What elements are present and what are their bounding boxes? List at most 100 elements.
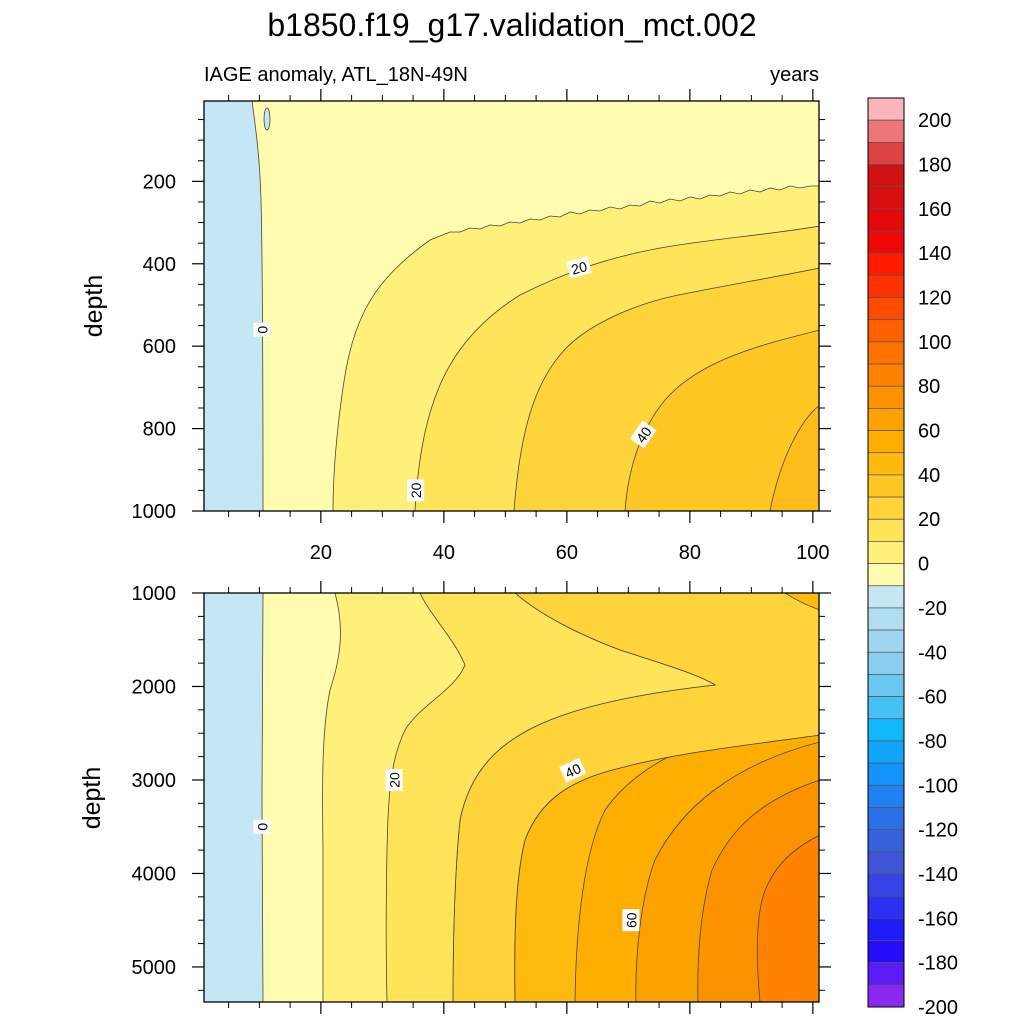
subtitle-left: IAGE anomaly, ATL_18N-49N (204, 64, 468, 86)
svg-text:20: 20 (570, 258, 589, 278)
colorbar-swatch (867, 696, 905, 720)
colorbar: 200180160140120100806040200-20-40-60-80-… (867, 97, 958, 1019)
colorbar-swatch (867, 762, 905, 786)
colorbar-swatch (867, 607, 905, 631)
colorbar-swatch (867, 718, 905, 742)
colorbar-swatch (867, 341, 905, 365)
colorbar-swatch (867, 585, 905, 609)
colorbar-swatch (867, 807, 905, 830)
y-tick-label: 600 (143, 336, 176, 358)
upper-ylabel: depth (80, 275, 108, 338)
upper-frame (203, 100, 820, 512)
colorbar-swatch (867, 474, 905, 498)
svg-text:0: 0 (254, 823, 270, 831)
colorbar-label: 80 (918, 376, 940, 398)
colorbar-swatch (867, 275, 905, 298)
colorbar-label: 100 (918, 332, 951, 354)
colorbar-label: 160 (918, 199, 951, 221)
colorbar-label: 0 (918, 554, 929, 576)
y-tick-label: 3000 (132, 770, 177, 792)
colorbar-swatch (867, 895, 905, 919)
contour-label: 20 (566, 256, 592, 279)
colorbar-swatch (867, 940, 905, 964)
contour-label: 40 (559, 757, 587, 783)
colorbar-swatch (867, 297, 905, 321)
colorbar-label: -80 (918, 731, 947, 753)
y-tick-label: 200 (143, 171, 176, 193)
colorbar-label: -60 (918, 687, 947, 709)
colorbar-swatch (867, 563, 905, 587)
lower-frame (203, 592, 820, 1003)
colorbar-label: -120 (918, 820, 958, 842)
contour-labels: 0 20 20 40 0 20 40 60 (253, 256, 657, 932)
colorbar-swatch (867, 164, 905, 188)
colorbar-swatch (867, 119, 905, 143)
upper-contour-10 (204, 101, 819, 511)
colorbar-swatch (867, 363, 905, 387)
contour-label: 40 (630, 420, 657, 449)
colorbar-swatch (867, 740, 905, 764)
colorbar-label: -200 (918, 997, 958, 1019)
x-tick-label: 40 (433, 542, 455, 564)
y-tick-label: 5000 (132, 957, 177, 979)
contour-label: 0 (253, 322, 271, 337)
colorbar-label: -160 (918, 908, 958, 930)
lower-panel (204, 593, 819, 1002)
x-tick-label: 20 (310, 542, 332, 564)
colorbar-swatch (867, 518, 905, 542)
y-tick-label: 4000 (132, 863, 177, 885)
svg-text:40: 40 (563, 760, 584, 781)
colorbar-swatch (867, 208, 905, 232)
colorbar-swatch (867, 984, 905, 1008)
colorbar-swatch (867, 230, 905, 254)
upper-contour-0 (204, 101, 264, 511)
y-tick-label: 400 (143, 254, 176, 276)
colorbar-swatch (867, 829, 905, 853)
colorbar-swatch (867, 452, 905, 476)
colorbar-swatch (867, 917, 905, 941)
contour-label: 20 (407, 479, 425, 502)
upper-contour-0-island (263, 107, 271, 131)
colorbar-swatch (867, 186, 905, 210)
chart-title: b1850.f19_g17.validation_mct.002 (267, 7, 756, 43)
colorbar-swatch (867, 141, 905, 165)
colorbar-label: -180 (918, 953, 958, 975)
colorbar-label: -140 (918, 864, 958, 886)
colorbar-label: 120 (918, 288, 951, 310)
y-tick-label: 2000 (132, 676, 177, 698)
colorbar-swatch (867, 674, 905, 697)
x-tick-label: 100 (796, 542, 829, 564)
colorbar-swatch (867, 873, 905, 897)
colorbar-swatch (867, 97, 905, 121)
svg-text:20: 20 (408, 482, 424, 498)
contour-label: 0 (253, 819, 271, 834)
colorbar-swatch (867, 496, 905, 520)
colorbar-swatch (867, 541, 905, 564)
y-tick-label: 1000 (132, 583, 177, 605)
colorbar-swatch (867, 651, 905, 675)
svg-text:0: 0 (254, 326, 270, 334)
y-tick-label: 1000 (132, 501, 177, 523)
svg-text:60: 60 (623, 912, 639, 928)
lower-contour-0 (204, 593, 264, 1002)
colorbar-swatch (867, 962, 905, 986)
colorbar-swatch (867, 430, 905, 454)
subtitle-right: years (770, 64, 819, 86)
y-tick-label: 800 (143, 419, 176, 441)
colorbar-swatch (867, 851, 905, 875)
x-tick-label: 60 (556, 542, 578, 564)
colorbar-frame (867, 97, 905, 1008)
colorbar-swatch (867, 629, 905, 653)
colorbar-label: 180 (918, 155, 951, 177)
colorbar-swatch (867, 252, 905, 276)
colorbar-label: -40 (918, 642, 947, 664)
lower-ylabel: depth (78, 767, 106, 830)
colorbar-label: 40 (918, 465, 940, 487)
colorbar-label: 60 (918, 421, 940, 443)
colorbar-swatch (867, 408, 905, 431)
colorbar-swatch (867, 319, 905, 343)
contour-label: 20 (385, 768, 403, 791)
colorbar-label: 140 (918, 243, 951, 265)
colorbar-swatch (867, 385, 905, 409)
